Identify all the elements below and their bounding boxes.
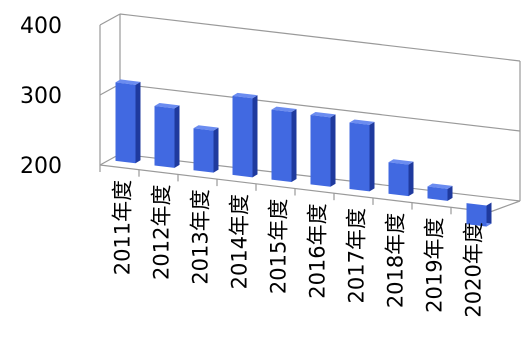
bar-top-face [232, 92, 258, 99]
y-tick-label: 200 [20, 154, 62, 179]
bar-2013年度 [193, 125, 219, 173]
x-tick-label: 2013年度 [189, 189, 213, 284]
bar-2020年度 [466, 202, 492, 227]
wall-diagonal-400 [99, 13, 121, 26]
bar-2015年度 [271, 106, 297, 183]
bar-2016年度 [310, 112, 336, 187]
x-tick-label: 2011年度 [111, 180, 135, 275]
x-tick-label: 2018年度 [384, 213, 408, 308]
y-tick-label: 300 [20, 84, 62, 109]
x-tick-label: 2020年度 [462, 222, 486, 317]
bar-top-face [271, 106, 297, 113]
bar-front-face [271, 109, 292, 183]
bar-side-face [135, 81, 141, 164]
bar-top-face [427, 183, 453, 189]
bar-side-face [408, 161, 414, 197]
bar-front-face [232, 95, 253, 178]
bar-2011年度 [115, 79, 141, 164]
grid-layer [99, 13, 521, 219]
bar-front-face [388, 162, 409, 197]
bar-2018年度 [388, 159, 414, 197]
x-tick-label: 2015年度 [267, 199, 291, 294]
bar-top-face [115, 79, 141, 85]
bar-side-face [447, 185, 453, 201]
x-tick-label: 2014年度 [228, 194, 252, 289]
x-tick-label: 2016年度 [306, 203, 330, 298]
bar-top-face [154, 103, 180, 109]
x-axis-tick-labels: 2011年度 2012年度 2013年度 2014年度 2015年度 2016年度 2017… [111, 180, 486, 318]
bar-side-face [330, 114, 336, 187]
floor-right-edge [489, 200, 521, 213]
x-tick-label: 2019年度 [423, 217, 447, 312]
bar-front-face [310, 115, 331, 187]
y-axis-tick-labels: 200 300 400 [20, 14, 62, 179]
bar-top-face [310, 112, 336, 118]
bar-front-face [466, 203, 487, 227]
bar-2019年度 [427, 183, 453, 201]
bar-front-face [193, 128, 214, 173]
bar-side-face [486, 202, 492, 227]
bar-front-face [427, 186, 448, 201]
bar-top-face [388, 159, 414, 165]
bar-2012年度 [154, 103, 180, 168]
gridline-400 [119, 13, 521, 62]
bar-front-face [115, 82, 136, 164]
bar-front-face [154, 106, 175, 168]
bar-side-face [369, 121, 375, 192]
bar-2014年度 [232, 92, 258, 178]
y-tick-label: 400 [20, 14, 62, 39]
bar-side-face [213, 127, 219, 173]
bar-side-face [291, 109, 297, 183]
bar-2017年度 [349, 119, 375, 192]
bar-top-face [349, 119, 375, 125]
bar-front-face [349, 122, 370, 192]
bar-top-face [193, 125, 219, 131]
bars-layer [115, 79, 492, 227]
x-tick-label: 2017年度 [345, 208, 369, 303]
bar-side-face [252, 95, 258, 178]
x-tick-label: 2012年度 [150, 185, 174, 280]
bar-side-face [174, 105, 180, 168]
gridline-300 [119, 83, 521, 132]
